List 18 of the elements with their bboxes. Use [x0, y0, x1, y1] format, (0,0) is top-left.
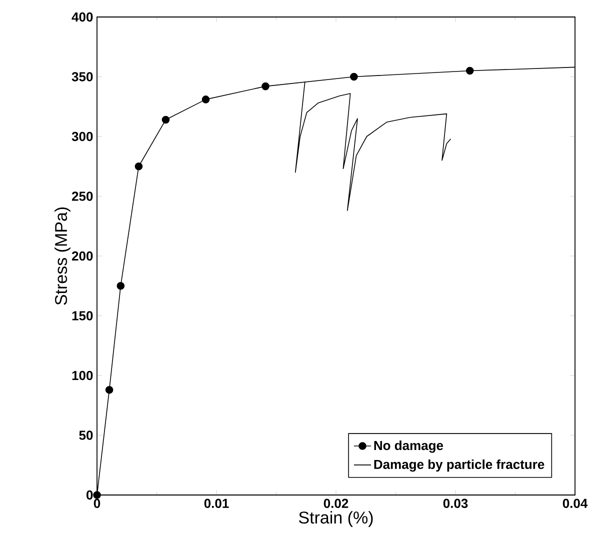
y-tick-label: 50	[79, 430, 93, 440]
y-tick-label: 150	[72, 311, 93, 320]
y-tick-label: 400	[72, 12, 93, 22]
x-tick-label: 0.01	[204, 498, 229, 508]
x-tick-label: 0	[94, 498, 100, 508]
x-tick-label: 0.02	[324, 498, 348, 508]
x-tick-label: 0.03	[443, 498, 468, 508]
y-tick-label: 300	[72, 132, 93, 142]
y-tick-label: 100	[72, 370, 93, 380]
y-tick-label: 350	[72, 72, 93, 82]
x-tick-label: 0.04	[562, 498, 588, 508]
y-axis-title: Stress (MPa)	[54, 207, 70, 305]
y-tick-label: 250	[72, 192, 93, 201]
x-axis-title: Strain (%)	[298, 511, 373, 527]
y-tick-label: 200	[72, 251, 93, 261]
legend-label: Damage by particle fracture	[374, 459, 544, 472]
legend-label: No damage	[374, 440, 444, 453]
y-tick-label: 0	[86, 490, 93, 500]
